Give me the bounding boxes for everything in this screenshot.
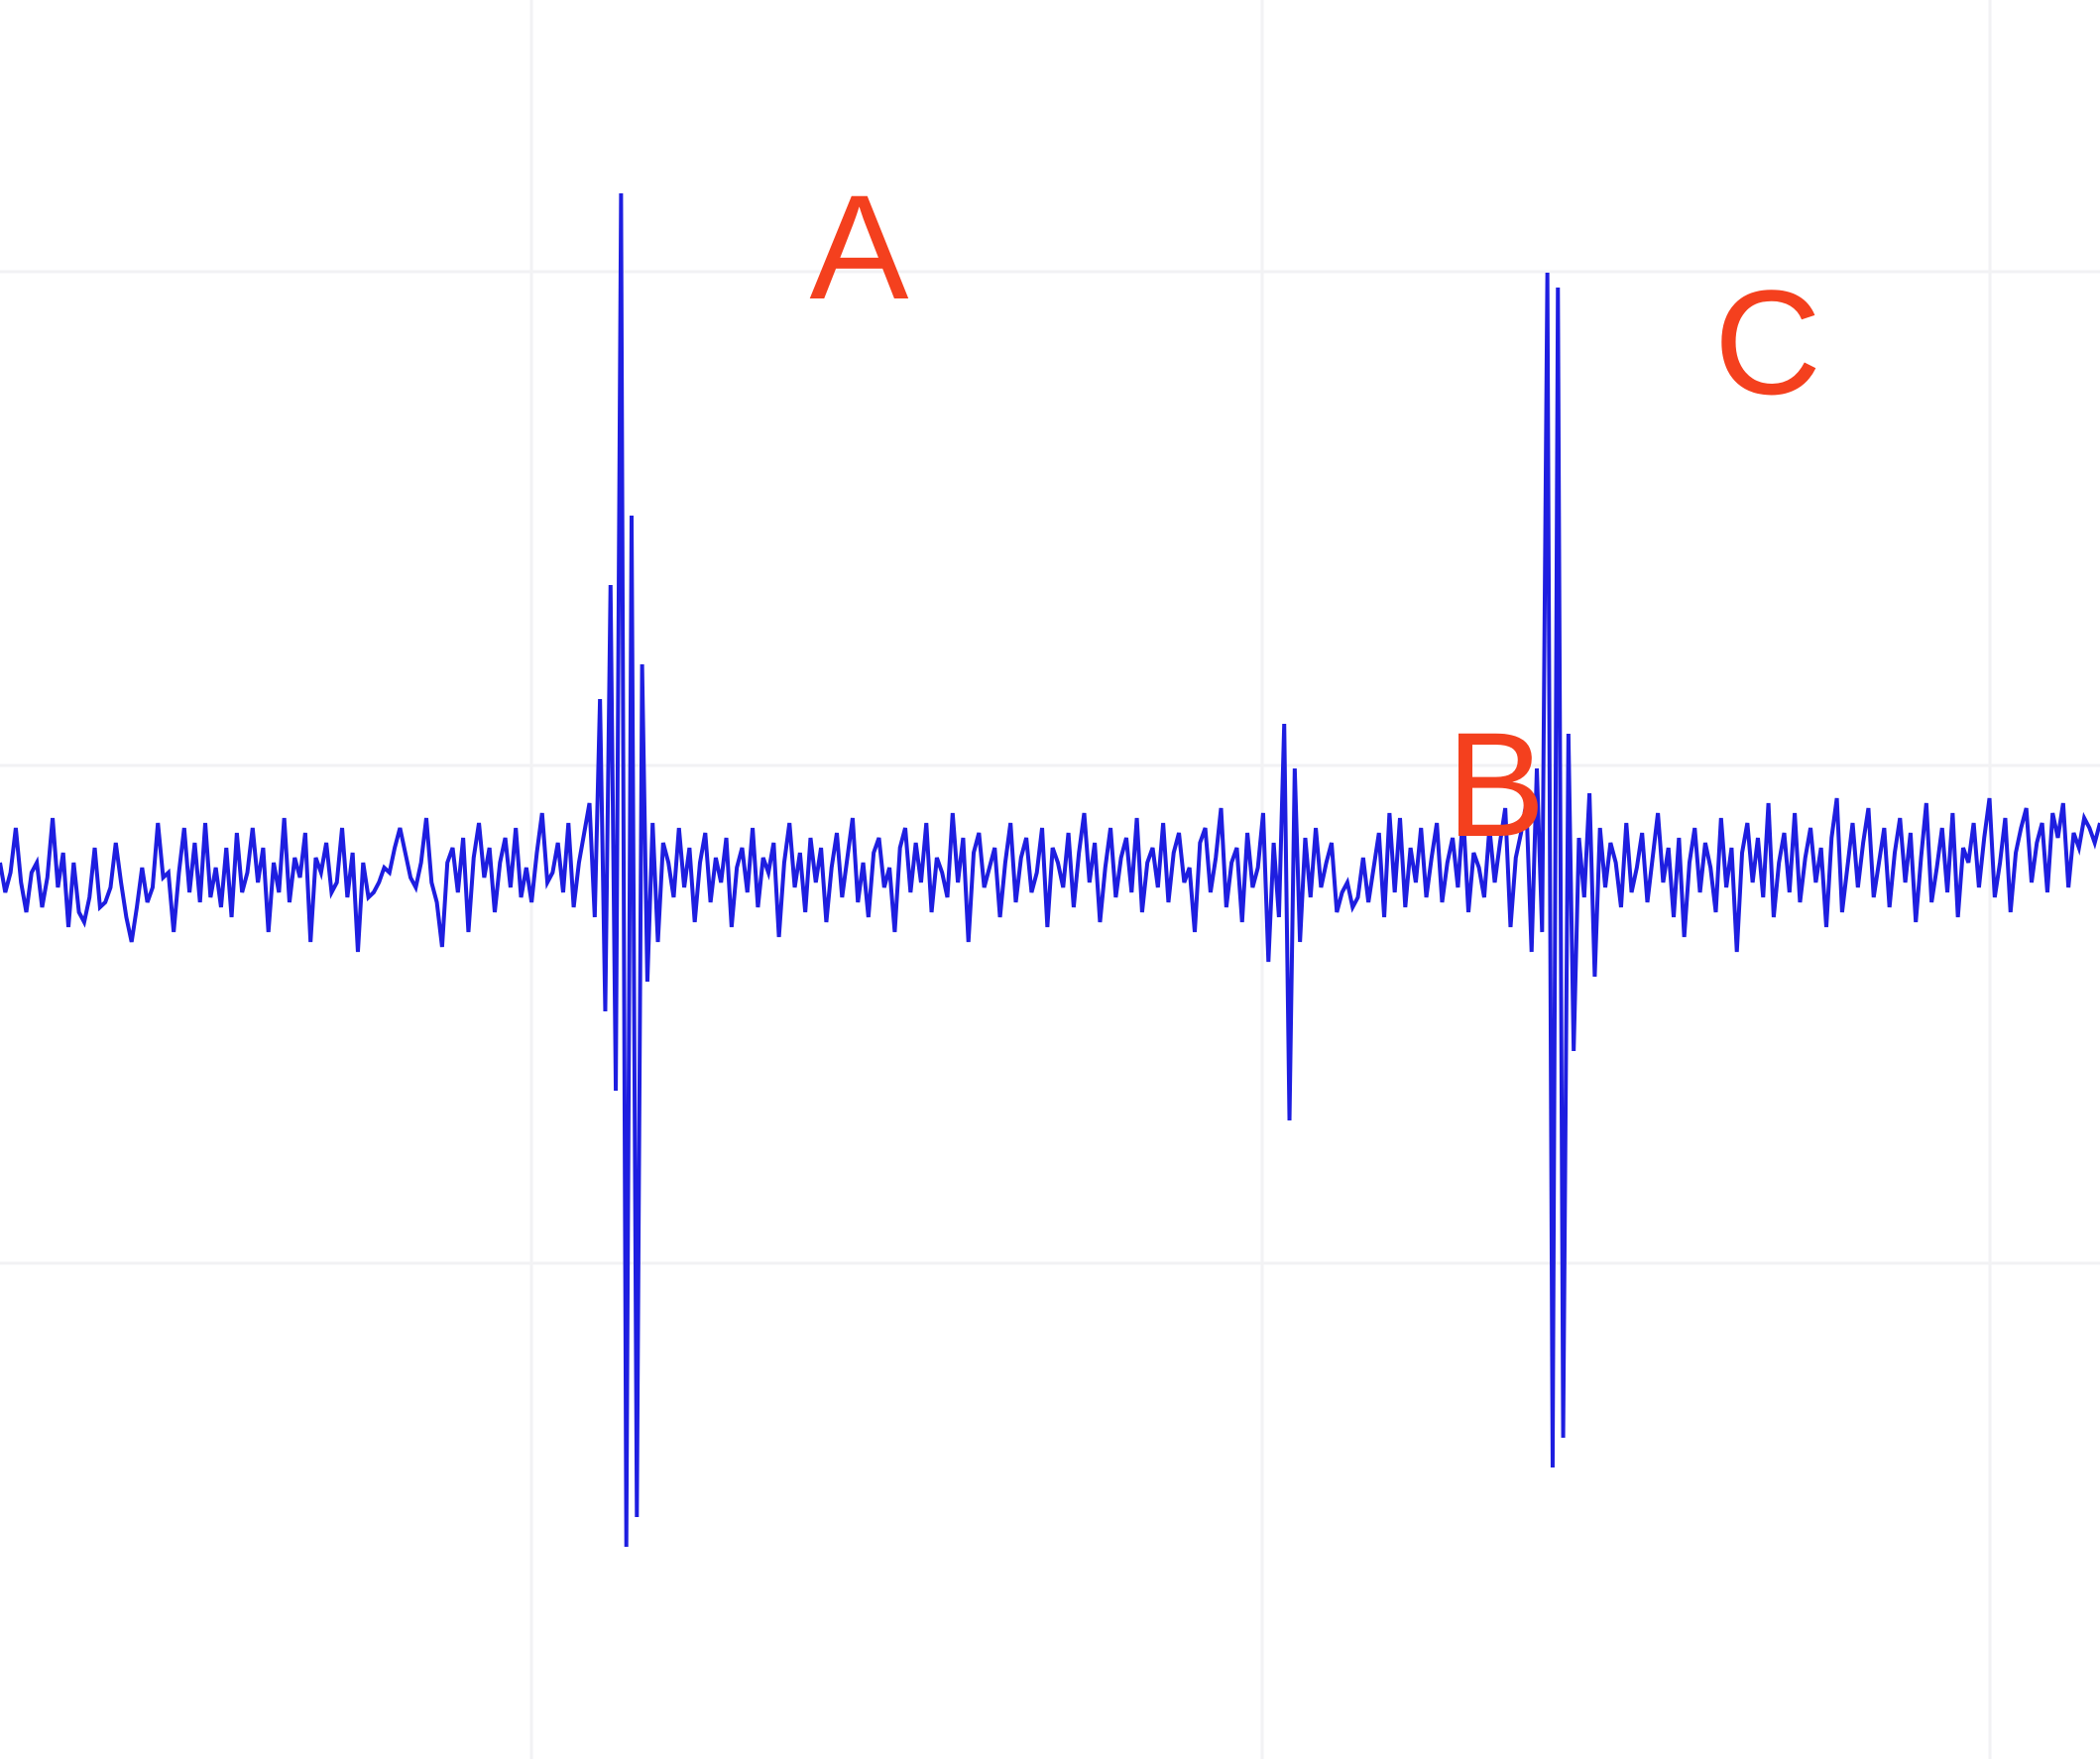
signal-line [0,192,2100,1548]
peak-label-a: A [652,24,909,470]
peak-label-a-text: A [809,164,909,330]
signal-trace [0,192,2100,1548]
peak-label-b: B [1281,561,1546,1007]
peak-label-c-text: C [1713,259,1822,425]
peak-label-c: C [1549,119,1821,565]
peak-label-b-text: B [1446,701,1546,868]
